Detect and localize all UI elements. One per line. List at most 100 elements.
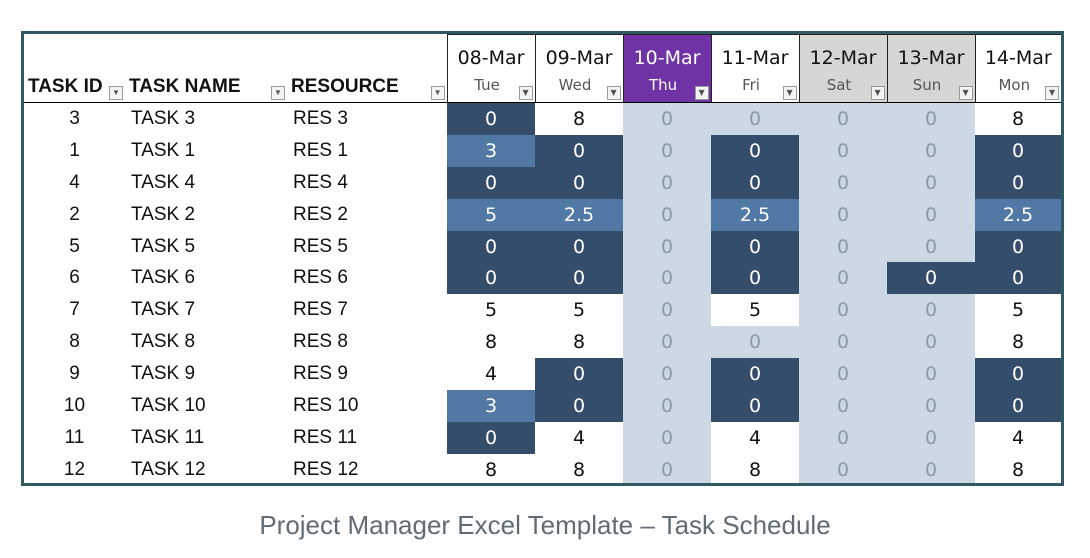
hours-cell[interactable]: 0 — [799, 453, 888, 483]
hours-cell[interactable]: 8 — [975, 326, 1061, 359]
hours-cell[interactable]: 0 — [447, 166, 536, 199]
hours-cell[interactable]: 0 — [975, 390, 1061, 422]
hours-cell[interactable]: 8 — [535, 326, 624, 359]
filter-dropdown-icon[interactable]: ▼ — [109, 86, 123, 100]
hours-cell[interactable]: 8 — [711, 453, 800, 483]
hours-cell[interactable]: 4 — [535, 421, 624, 454]
task-id-cell[interactable]: 12 — [63, 458, 86, 480]
filter-dropdown-icon[interactable]: ▼ — [430, 86, 445, 100]
hours-cell[interactable]: 0 — [711, 326, 800, 359]
hours-cell[interactable]: 0 — [887, 102, 976, 135]
task-name-cell[interactable]: TASK 6 — [131, 267, 196, 289]
hours-cell[interactable]: 0 — [535, 230, 624, 263]
hours-cell[interactable]: 5 — [447, 198, 536, 231]
filter-dropdown-icon[interactable]: ▼ — [782, 86, 797, 100]
resource-cell[interactable]: RES 8 — [293, 331, 348, 353]
hours-cell[interactable]: 0 — [623, 134, 712, 167]
task-id-cell[interactable]: 9 — [69, 363, 80, 385]
filter-dropdown-icon[interactable]: ▼ — [606, 86, 621, 100]
hours-cell[interactable]: 8 — [535, 453, 624, 483]
hours-cell[interactable]: 0 — [887, 421, 976, 454]
hours-cell[interactable]: 0 — [975, 134, 1061, 167]
resource-cell[interactable]: RES 6 — [293, 267, 348, 289]
hours-cell[interactable]: 0 — [799, 262, 888, 295]
hours-cell[interactable]: 4 — [711, 421, 800, 454]
resource-cell[interactable]: RES 10 — [293, 394, 359, 416]
hours-cell[interactable]: 4 — [447, 358, 536, 391]
hours-cell[interactable]: 0 — [535, 390, 624, 422]
hours-cell[interactable]: 0 — [623, 102, 712, 135]
resource-cell[interactable]: RES 12 — [293, 458, 359, 480]
hours-cell[interactable]: 0 — [623, 326, 712, 359]
resource-cell[interactable]: RES 11 — [293, 426, 358, 448]
hours-cell[interactable]: 0 — [447, 421, 536, 454]
task-name-cell[interactable]: TASK 8 — [131, 331, 196, 353]
task-id-cell[interactable]: 8 — [69, 331, 80, 353]
hours-cell[interactable]: 2.5 — [535, 198, 624, 231]
task-name-cell[interactable]: TASK 5 — [131, 235, 196, 257]
resource-cell[interactable]: RES 3 — [293, 107, 348, 129]
hours-cell[interactable]: 0 — [623, 294, 712, 327]
hours-cell[interactable]: 0 — [887, 198, 976, 231]
hours-cell[interactable]: 5 — [447, 294, 536, 327]
hours-cell[interactable]: 0 — [799, 358, 888, 391]
task-id-cell[interactable]: 7 — [69, 299, 80, 321]
hours-cell[interactable]: 0 — [623, 262, 712, 295]
hours-cell[interactable]: 0 — [975, 358, 1061, 391]
task-name-cell[interactable]: TASK 11 — [131, 426, 205, 448]
hours-cell[interactable]: 0 — [623, 421, 712, 454]
filter-dropdown-icon[interactable]: ▼ — [271, 86, 285, 100]
hours-cell[interactable]: 0 — [887, 262, 976, 295]
hours-cell[interactable]: 0 — [535, 134, 624, 167]
hours-cell[interactable]: 2.5 — [711, 198, 800, 231]
hours-cell[interactable]: 0 — [711, 134, 800, 167]
hours-cell[interactable]: 0 — [711, 230, 800, 263]
hours-cell[interactable]: 0 — [799, 294, 888, 327]
task-id-cell[interactable]: 11 — [64, 426, 85, 448]
task-name-cell[interactable]: TASK 2 — [131, 203, 196, 225]
hours-cell[interactable]: 0 — [799, 102, 888, 135]
filter-dropdown-icon[interactable]: ▼ — [958, 86, 973, 100]
hours-cell[interactable]: 0 — [799, 166, 888, 199]
task-id-cell[interactable]: 6 — [69, 267, 80, 289]
hours-cell[interactable]: 0 — [887, 166, 976, 199]
hours-cell[interactable]: 0 — [623, 198, 712, 231]
task-id-cell[interactable]: 2 — [69, 203, 80, 225]
hours-cell[interactable]: 4 — [975, 421, 1061, 454]
hours-cell[interactable]: 2.5 — [975, 198, 1061, 231]
hours-cell[interactable]: 8 — [975, 102, 1061, 135]
task-id-cell[interactable]: 5 — [69, 235, 80, 257]
resource-cell[interactable]: RES 9 — [293, 363, 348, 385]
hours-cell[interactable]: 0 — [535, 262, 624, 295]
hours-cell[interactable]: 0 — [447, 230, 536, 263]
hours-cell[interactable]: 0 — [799, 326, 888, 359]
filter-dropdown-icon[interactable]: ▼ — [870, 86, 885, 100]
hours-cell[interactable]: 0 — [887, 390, 976, 422]
hours-cell[interactable]: 0 — [711, 262, 800, 295]
resource-cell[interactable]: RES 5 — [293, 235, 348, 257]
hours-cell[interactable]: 0 — [711, 166, 800, 199]
hours-cell[interactable]: 0 — [975, 230, 1061, 263]
hours-cell[interactable]: 0 — [975, 166, 1061, 199]
hours-cell[interactable]: 0 — [711, 102, 800, 135]
hours-cell[interactable]: 3 — [447, 134, 536, 167]
task-name-cell[interactable]: TASK 9 — [131, 363, 196, 385]
task-id-cell[interactable]: 4 — [69, 171, 80, 193]
hours-cell[interactable]: 0 — [887, 326, 976, 359]
hours-cell[interactable]: 8 — [975, 453, 1061, 483]
resource-cell[interactable]: RES 2 — [293, 203, 348, 225]
task-name-cell[interactable]: TASK 1 — [131, 139, 196, 161]
hours-cell[interactable]: 0 — [711, 358, 800, 391]
hours-cell[interactable]: 0 — [799, 198, 888, 231]
hours-cell[interactable]: 0 — [887, 230, 976, 263]
task-id-cell[interactable]: 10 — [63, 394, 86, 416]
task-id-cell[interactable]: 3 — [69, 107, 80, 129]
filter-dropdown-icon[interactable]: ▼ — [1045, 86, 1060, 100]
task-id-cell[interactable]: 1 — [69, 139, 80, 161]
hours-cell[interactable]: 8 — [447, 453, 536, 483]
hours-cell[interactable]: 0 — [623, 358, 712, 391]
resource-cell[interactable]: RES 4 — [293, 171, 348, 193]
hours-cell[interactable]: 0 — [447, 102, 536, 135]
hours-cell[interactable]: 0 — [887, 453, 976, 483]
hours-cell[interactable]: 0 — [799, 421, 888, 454]
